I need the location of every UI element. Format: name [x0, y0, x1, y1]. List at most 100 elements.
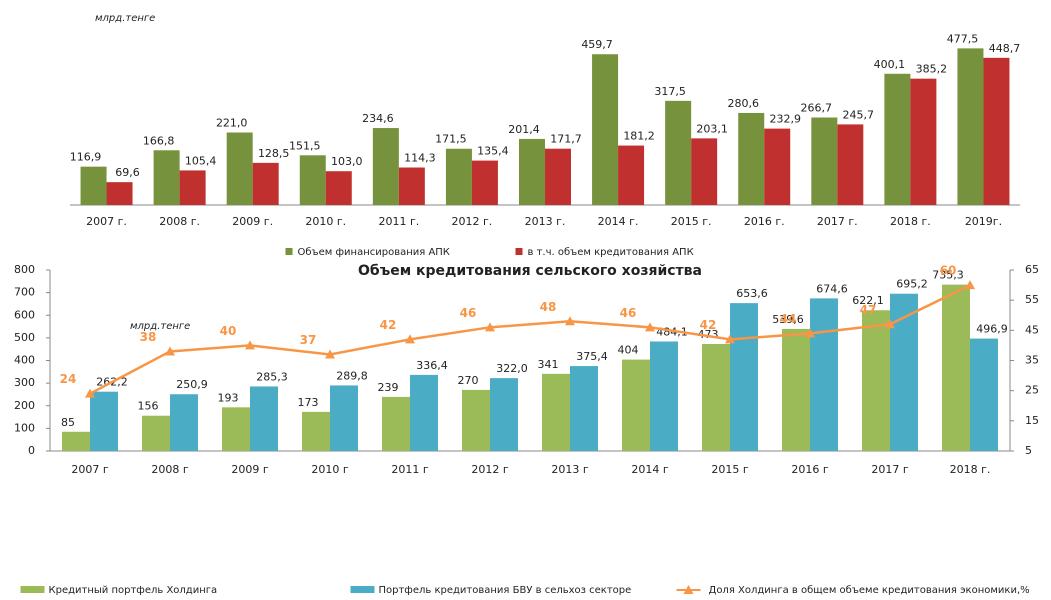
line-value-label: 44 — [780, 312, 797, 326]
bar — [890, 293, 918, 451]
value-label: 674,6 — [816, 282, 848, 295]
legend-swatch — [285, 248, 293, 255]
value-label: 539,6 — [772, 313, 804, 326]
x-tick-label: 2019г. — [965, 215, 1002, 228]
line-marker — [485, 322, 495, 332]
bar — [471, 160, 498, 205]
value-label: 232,9 — [769, 113, 801, 126]
legend-swatch — [350, 586, 375, 593]
bar — [910, 78, 937, 205]
y2-tick-label: 15 — [1025, 414, 1039, 427]
y-tick-label: 400 — [14, 354, 35, 367]
line-marker — [645, 322, 655, 332]
bar — [837, 124, 864, 205]
value-label: 114,3 — [404, 152, 436, 165]
value-label: 400,1 — [874, 58, 906, 71]
value-label: 203,1 — [696, 122, 728, 135]
line-marker — [565, 316, 575, 326]
line-marker — [805, 328, 815, 338]
y-tick-label: 100 — [14, 421, 35, 434]
y-tick-label: 600 — [14, 308, 35, 321]
line-marker — [325, 349, 335, 359]
x-tick-label: 2012 г. — [452, 215, 493, 228]
bar — [382, 396, 410, 451]
bar — [398, 167, 425, 205]
bar — [983, 57, 1010, 205]
value-label: 128,5 — [258, 147, 290, 160]
bar — [622, 359, 650, 451]
line-marker — [85, 388, 95, 398]
x-tick-label: 2017 г. — [817, 215, 858, 228]
value-label: 317,5 — [654, 85, 686, 98]
bar — [222, 407, 250, 451]
value-label: 280,6 — [727, 97, 759, 110]
line-value-label: 46 — [460, 306, 477, 320]
x-tick-label: 2010 г — [311, 463, 348, 476]
value-label: 116,9 — [70, 151, 102, 164]
y2-tick-label: 45 — [1025, 323, 1039, 336]
bar — [782, 328, 810, 451]
bar — [325, 171, 352, 205]
value-label: 735,3 — [932, 269, 964, 282]
line-value-label: 48 — [540, 300, 557, 314]
value-label: 103,0 — [331, 155, 363, 168]
x-tick-label: 2015 г — [711, 463, 748, 476]
x-tick-label: 2018 г. — [950, 463, 991, 476]
value-label: 477,5 — [947, 32, 979, 45]
bar — [462, 389, 490, 451]
y-tick-label: 500 — [14, 331, 35, 344]
value-label: 239 — [378, 381, 399, 394]
line-value-label: 60 — [940, 264, 957, 278]
value-label: 375,4 — [576, 350, 608, 363]
value-label: 151,5 — [289, 139, 321, 152]
bar — [764, 128, 791, 205]
value-label: 285,3 — [256, 370, 288, 383]
value-label: 448,7 — [989, 42, 1021, 55]
bar — [738, 112, 765, 205]
bar — [650, 341, 678, 451]
bar — [179, 170, 206, 205]
bar — [519, 138, 545, 205]
x-tick-label: 2018 г. — [890, 215, 931, 228]
x-tick-label: 2015 г. — [671, 215, 712, 228]
value-label: 459,7 — [581, 38, 613, 51]
x-tick-label: 2016 г — [791, 463, 828, 476]
value-label: 250,9 — [176, 378, 208, 391]
y2-tick-label: 5 — [1025, 444, 1032, 457]
line-marker — [405, 334, 415, 344]
x-tick-label: 2009 г. — [232, 215, 273, 228]
bar — [142, 415, 170, 451]
x-tick-label: 2008 г. — [159, 215, 200, 228]
value-label: 193 — [218, 391, 239, 404]
value-label: 171,5 — [435, 133, 467, 146]
value-label: 201,4 — [508, 123, 540, 136]
x-tick-label: 2017 г — [871, 463, 908, 476]
bar — [170, 394, 198, 451]
value-label: 270 — [458, 374, 479, 387]
y2-tick-label: 65 — [1025, 263, 1039, 276]
bar — [445, 148, 472, 205]
line-marker — [245, 340, 255, 350]
bar — [691, 138, 718, 205]
y-tick-label: 800 — [14, 263, 35, 276]
bar — [490, 378, 518, 451]
legend-swatch — [20, 586, 45, 593]
value-label: 496,9 — [976, 323, 1008, 336]
x-tick-label: 2013 г — [551, 463, 588, 476]
bar — [299, 155, 326, 205]
x-tick-label: 2016 г. — [744, 215, 785, 228]
bar — [106, 182, 133, 205]
line-value-label: 24 — [60, 372, 77, 386]
y2-tick-label: 55 — [1025, 293, 1039, 306]
x-tick-label: 2011 г. — [378, 215, 419, 228]
bar — [90, 391, 118, 451]
value-label: 404 — [618, 344, 639, 357]
bar — [410, 374, 438, 451]
bar — [250, 386, 278, 451]
bar — [702, 343, 730, 451]
line-value-label: 42 — [700, 318, 717, 332]
value-label: 234,6 — [362, 112, 394, 125]
value-label: 171,7 — [550, 133, 582, 146]
bar — [970, 338, 998, 451]
